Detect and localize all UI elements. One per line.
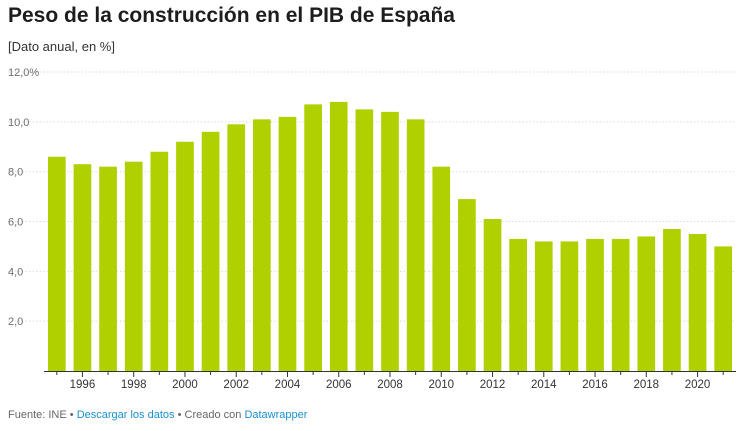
bar-2013	[509, 238, 527, 371]
x-tick-label: 2014	[531, 379, 557, 391]
bar-2009	[406, 119, 425, 371]
y-tick-label: 2,0	[8, 316, 23, 328]
x-tick-label: 2008	[377, 379, 403, 391]
bar-2004	[278, 116, 297, 371]
bar-2005	[304, 104, 322, 372]
bar-2002	[227, 124, 246, 371]
x-tick-label: 2002	[223, 379, 249, 391]
y-tick-label: 6,0	[8, 217, 23, 229]
bar-2003	[253, 119, 271, 371]
bar-2020	[688, 233, 707, 371]
bar-2007	[355, 109, 374, 371]
chart-title: Peso de la construcción en el PIB de Esp…	[8, 4, 455, 27]
bar-1995	[47, 156, 66, 371]
bar-2014	[534, 241, 553, 371]
x-tick-label: 2012	[480, 379, 506, 391]
bar-2018	[637, 236, 656, 371]
bar-2021	[714, 246, 733, 371]
bar-2017	[611, 238, 630, 371]
bar-2011	[458, 199, 476, 371]
datawrapper-link[interactable]: Datawrapper	[244, 409, 308, 421]
x-tick-label: 1996	[70, 379, 96, 391]
footer-separator: •	[69, 409, 74, 421]
x-tick-label: 2006	[326, 379, 352, 391]
bar-1997	[99, 166, 117, 371]
x-axis: 1996 1998 2000 2002 2004 2006 2008 2010 2012 2014…	[44, 371, 736, 391]
x-tick-label: 2000	[172, 379, 198, 391]
y-tick-label: 8,0	[8, 167, 23, 179]
footer-separator: •	[177, 409, 182, 421]
chart-subtitle: [Dato anual, en %]	[8, 39, 115, 54]
y-tick-label: 10,0	[8, 117, 29, 129]
bar-2010	[432, 166, 451, 371]
bars	[47, 101, 733, 372]
footer: Fuente: INE • Descargar los datos • Crea…	[8, 409, 307, 421]
bar-1999	[150, 151, 169, 371]
y-tick-label: 12,0%	[8, 67, 39, 79]
bar-1996	[73, 164, 92, 371]
bar-chart: 2,0 4,0 6,0 8,0 10,0 12,0% 1996 1998 2000 2002 20…	[8, 67, 736, 391]
x-tick-label: 2016	[582, 379, 608, 391]
bar-2001	[201, 131, 220, 371]
x-tick-label: 2004	[275, 379, 301, 391]
bar-2016	[586, 238, 604, 371]
footer-source: Fuente: INE	[8, 409, 67, 421]
bar-2006	[329, 101, 348, 372]
bar-2012	[483, 219, 502, 371]
bar-2019	[663, 228, 681, 371]
bar-2008	[381, 111, 399, 371]
bar-2015	[560, 241, 579, 371]
footer-created-with: Creado con	[184, 409, 242, 421]
x-tick-label: 2020	[685, 379, 711, 391]
x-tick-label: 2018	[633, 379, 659, 391]
bar-2000	[176, 141, 194, 371]
download-data-link[interactable]: Descargar los datos	[76, 409, 175, 421]
y-tick-label: 4,0	[8, 266, 23, 278]
bar-1998	[124, 161, 143, 371]
x-tick-label: 2010	[428, 379, 454, 391]
x-tick-label: 1998	[121, 379, 147, 391]
